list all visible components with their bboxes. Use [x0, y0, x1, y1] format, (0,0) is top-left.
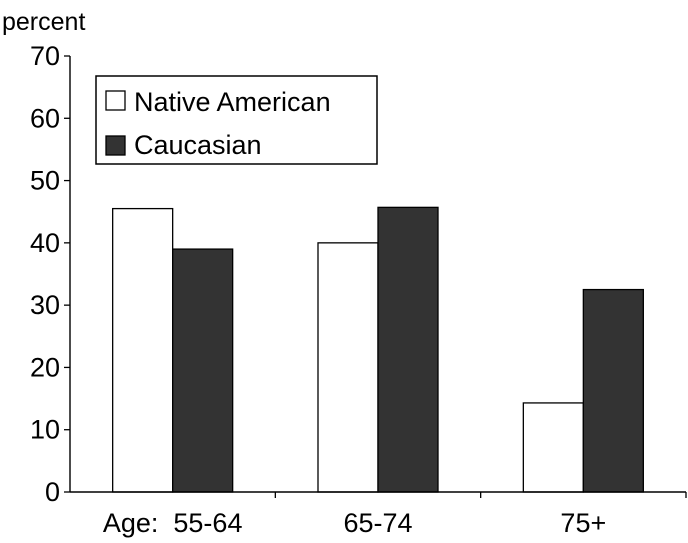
y-tick-label: 0 — [45, 477, 60, 507]
x-tick-label: 65-74 — [343, 508, 412, 538]
y-tick-label: 50 — [30, 166, 60, 196]
y-tick-label: 60 — [30, 103, 60, 133]
y-tick-label: 40 — [30, 228, 60, 258]
bar-caucasian — [172, 248, 234, 493]
y-axis-label: percent — [2, 8, 85, 36]
legend-label-native-american: Native American — [134, 87, 331, 117]
bar-native-american — [112, 207, 174, 493]
x-axis-labels: Age: 55-64 65-74 75+ — [103, 508, 606, 538]
legend: Native American Caucasian — [95, 75, 378, 165]
legend-swatch-caucasian — [105, 135, 126, 156]
bar-native-american — [317, 242, 379, 493]
y-axis-ticks: 0 10 20 30 40 50 60 70 — [30, 41, 70, 507]
y-tick-label: 10 — [30, 415, 60, 445]
y-tick-label: 30 — [30, 290, 60, 320]
axes — [69, 56, 687, 498]
legend-box — [95, 75, 378, 165]
y-tick-label: 70 — [30, 41, 60, 71]
bars — [112, 206, 644, 493]
bar-native-american — [522, 402, 584, 493]
y-tick-label: 20 — [30, 352, 60, 382]
x-tick-label: 75+ — [560, 508, 606, 538]
legend-swatch-native-american — [105, 90, 126, 111]
bar-caucasian — [582, 288, 644, 493]
legend-label-caucasian: Caucasian — [134, 130, 262, 160]
x-tick-label: Age: 55-64 — [103, 508, 243, 538]
bar-caucasian — [377, 206, 439, 493]
